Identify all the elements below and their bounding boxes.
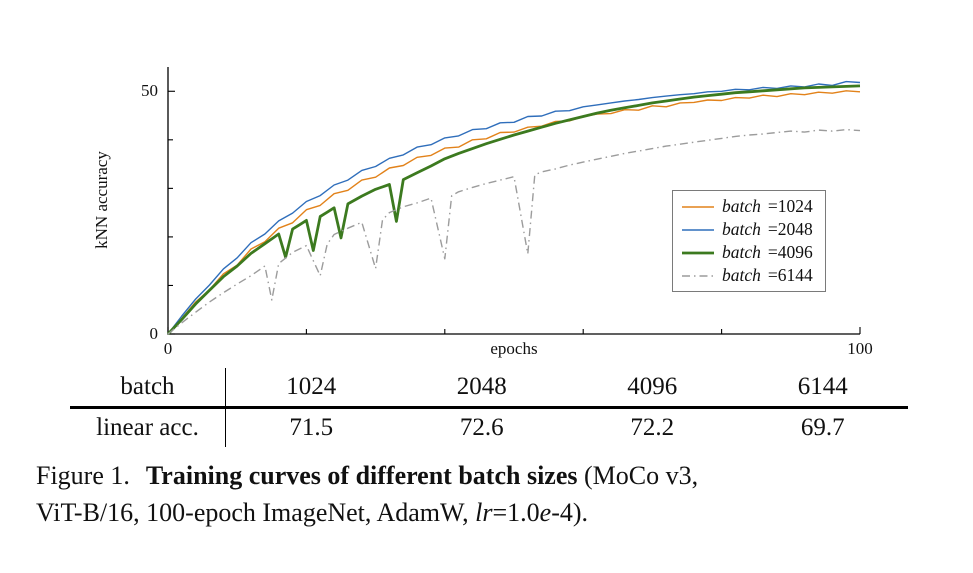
caption-bold-text: Training curves of different batch sizes	[145, 461, 578, 490]
legend-item-batch-1024: batch =1024	[681, 196, 813, 217]
table-row: linear acc. 71.5 72.6 72.2 69.7	[70, 409, 908, 447]
training-curves-plot: 0 100 epochs 0 50	[141, 67, 873, 358]
caption-text: (MoCo v3,	[584, 461, 699, 490]
table-cell: 72.6	[459, 414, 504, 441]
x-axis-label: epochs	[490, 339, 537, 358]
caption-line-1: Figure 1. Training curves of different ba…	[36, 458, 956, 495]
legend-item-batch-4096: batch =4096	[681, 242, 813, 263]
series-batch-6144	[167, 128, 861, 335]
legend-item-batch-2048: batch =2048	[681, 219, 813, 240]
legend-item-batch-6144: batch =6144	[681, 265, 813, 286]
legend-var-label: batch	[722, 265, 761, 285]
legend-value-label: =6144	[767, 265, 813, 285]
table-cell: 69.7	[800, 414, 845, 441]
y-tick-0: 0	[150, 324, 159, 343]
table-header-value: 6144	[797, 373, 848, 400]
legend-line-sample	[682, 228, 714, 231]
caption-lr-var: lr	[475, 497, 493, 527]
table-header-batch: batch	[70, 368, 226, 406]
legend-value-label: =2048	[767, 219, 813, 239]
legend-box: batch =1024 batch =2048 batch =4096 batch =6144	[672, 190, 826, 292]
x-tick-100: 100	[847, 339, 873, 358]
legend-line-sample	[682, 274, 714, 277]
legend-var-label: batch	[722, 219, 761, 239]
table-header-row: batch 1024 2048 4096 6144	[70, 368, 908, 409]
series-batch-2048	[167, 80, 861, 335]
figure-caption: Figure 1. Training curves of different ba…	[36, 458, 956, 532]
caption-line-2: ViT-B/16, 100-epoch ImageNet, AdamW, lr=…	[36, 495, 956, 532]
table-header-value: 1024	[286, 373, 337, 400]
table-cell: 72.2	[630, 414, 675, 441]
caption-text: =1.0	[492, 497, 540, 527]
caption-text: -4).	[551, 497, 589, 527]
results-table: batch 1024 2048 4096 6144 linear acc. 71…	[70, 368, 908, 447]
legend-value-label: =4096	[767, 242, 813, 262]
legend-value-label: =1024	[767, 196, 813, 216]
caption-figure-number: Figure 1.	[36, 461, 130, 490]
legend-var-label: batch	[722, 242, 761, 262]
training-curves-chart: kNN accuracy 0 100 epochs 0 50 batch =102…	[88, 52, 888, 367]
table-header-value: 4096	[627, 373, 678, 400]
series-batch-1024	[167, 90, 861, 335]
table-cell: 71.5	[289, 414, 334, 441]
table-row-label: linear acc.	[70, 409, 226, 447]
legend-var-label: batch	[722, 196, 761, 216]
table-header-value: 2048	[456, 373, 507, 400]
legend-line-sample	[682, 251, 714, 254]
y-tick-50: 50	[141, 81, 158, 100]
legend-line-sample	[682, 205, 714, 208]
series-batch-4096	[166, 84, 861, 335]
x-tick-0: 0	[164, 339, 173, 358]
caption-text: ViT-B/16, 100-epoch ImageNet, AdamW,	[36, 497, 476, 527]
caption-e-var: e	[539, 497, 552, 527]
